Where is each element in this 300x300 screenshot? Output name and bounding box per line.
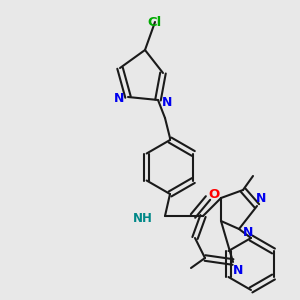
Text: N: N (162, 95, 172, 109)
Text: NH: NH (133, 212, 153, 224)
Text: N: N (114, 92, 124, 106)
Text: N: N (256, 191, 266, 205)
Text: Cl: Cl (148, 16, 162, 28)
Text: N: N (233, 263, 243, 277)
Text: N: N (243, 226, 253, 238)
Text: O: O (208, 188, 220, 200)
